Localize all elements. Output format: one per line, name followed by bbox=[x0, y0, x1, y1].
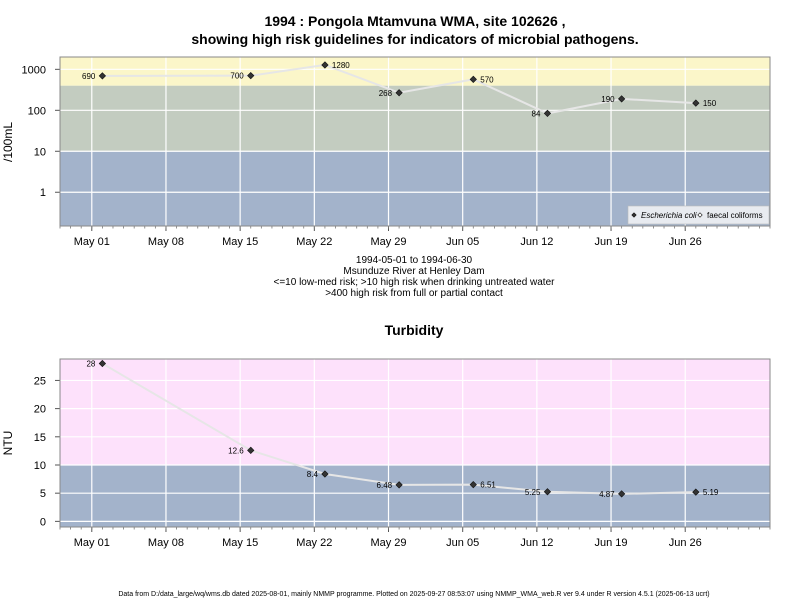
chart-title-1: 1994 : Pongola Mtamvuna WMA, site 102626… bbox=[264, 13, 565, 29]
y-tick-label: 0 bbox=[40, 516, 46, 528]
data-label: 700 bbox=[230, 72, 244, 81]
y-axis-label: /100mL bbox=[1, 122, 15, 162]
legend-marker bbox=[697, 212, 703, 218]
x-tick-label: Jun 26 bbox=[669, 236, 702, 248]
note-site: Msunduze River at Henley Dam bbox=[343, 266, 484, 277]
data-label: 28 bbox=[86, 360, 95, 369]
x-tick-label: May 15 bbox=[222, 236, 258, 248]
x-tick-label: May 29 bbox=[370, 537, 406, 549]
data-label: 12.6 bbox=[228, 446, 244, 455]
x-tick-label: May 29 bbox=[370, 236, 406, 248]
data-point bbox=[395, 481, 403, 489]
data-point bbox=[247, 72, 255, 80]
data-label: 6.51 bbox=[480, 481, 496, 490]
x-tick-label: Jun 12 bbox=[520, 236, 553, 248]
footer-note: Data from D:/data_large/wq/wms.db dated … bbox=[118, 591, 709, 598]
data-label: 190 bbox=[601, 95, 615, 104]
chart-title-2: Turbidity bbox=[385, 322, 444, 338]
ecoli-panel: May 01 May 08 May 15 May 22 May 29 Jun 05 Jun … bbox=[1, 56, 771, 248]
data-point bbox=[247, 446, 255, 454]
y-tick-label: 15 bbox=[34, 432, 46, 444]
data-point bbox=[618, 95, 626, 103]
y-tick-label: 1 bbox=[40, 187, 46, 199]
data-label: 84 bbox=[532, 109, 541, 118]
x-tick-label: May 01 bbox=[74, 537, 110, 549]
y-tick-label: 25 bbox=[34, 375, 46, 387]
y-tick-label: 10 bbox=[34, 146, 46, 158]
data-point bbox=[692, 488, 700, 496]
risk-band-2 bbox=[60, 359, 770, 465]
data-point bbox=[98, 72, 107, 80]
x-tick-label: Jun 05 bbox=[446, 537, 479, 549]
x-tick-label: May 08 bbox=[148, 236, 184, 248]
data-label: 5.25 bbox=[525, 488, 541, 497]
series-line bbox=[102, 63, 696, 115]
data-point bbox=[98, 359, 107, 368]
y-tick-label: 5 bbox=[40, 488, 46, 500]
data-point bbox=[395, 89, 403, 97]
x-tick-label: Jun 26 bbox=[669, 537, 702, 549]
x-tick-label: Jun 19 bbox=[595, 537, 628, 549]
data-label: 4.87 bbox=[599, 490, 615, 499]
legend-label: Escherichia coli bbox=[641, 211, 697, 220]
y-tick-label: 20 bbox=[34, 404, 46, 416]
plot-frame bbox=[59, 56, 771, 227]
x-tick-label: May 22 bbox=[296, 236, 332, 248]
note-date-range: 1994-05-01 to 1994-06-30 bbox=[356, 255, 473, 266]
x-tick-label: Jun 12 bbox=[520, 537, 553, 549]
y-axis-label: NTU bbox=[1, 431, 15, 456]
x-tick-label: Jun 05 bbox=[446, 236, 479, 248]
note-risk-drinking: <=10 low-med risk; >10 high risk when dr… bbox=[274, 277, 556, 288]
x-tick-label: May 08 bbox=[148, 537, 184, 549]
data-point bbox=[543, 109, 552, 118]
turbidity-panel: May 01 May 08 May 15 May 22 May 29 Jun 05 Jun … bbox=[1, 358, 771, 549]
data-point bbox=[321, 61, 329, 69]
data-label: 690 bbox=[82, 72, 96, 81]
y-tick-label: 1000 bbox=[22, 64, 46, 76]
plot-frame bbox=[59, 358, 771, 528]
data-label: 6.48 bbox=[377, 481, 393, 490]
data-point bbox=[543, 488, 552, 496]
note-risk-contact: >400 high risk from full or partial cont… bbox=[325, 288, 503, 299]
data-label: 570 bbox=[480, 75, 494, 84]
legend-marker bbox=[631, 212, 637, 218]
risk-band-3 bbox=[60, 57, 770, 86]
y-tick-label: 100 bbox=[28, 105, 46, 117]
data-label: 268 bbox=[379, 89, 393, 98]
data-label: 150 bbox=[703, 99, 717, 108]
data-point bbox=[469, 75, 477, 83]
x-tick-label: Jun 19 bbox=[595, 236, 628, 248]
data-label: 1280 bbox=[332, 61, 350, 70]
risk-band-2 bbox=[60, 85, 770, 152]
data-point bbox=[692, 99, 700, 107]
data-label: 5.19 bbox=[703, 488, 719, 497]
chart-subtitle-1: showing high risk guidelines for indicat… bbox=[191, 31, 638, 47]
data-point bbox=[321, 470, 329, 478]
data-point bbox=[469, 481, 477, 489]
data-label: 8.4 bbox=[307, 470, 319, 479]
data-point bbox=[618, 490, 626, 498]
risk-band-1 bbox=[60, 464, 770, 527]
x-tick-label: May 22 bbox=[296, 537, 332, 549]
x-tick-label: May 01 bbox=[74, 236, 110, 248]
series-line bbox=[101, 362, 696, 495]
y-tick-label: 10 bbox=[34, 460, 46, 472]
legend-label: faecal coliforms bbox=[707, 211, 763, 220]
x-tick-label: May 15 bbox=[222, 537, 258, 549]
